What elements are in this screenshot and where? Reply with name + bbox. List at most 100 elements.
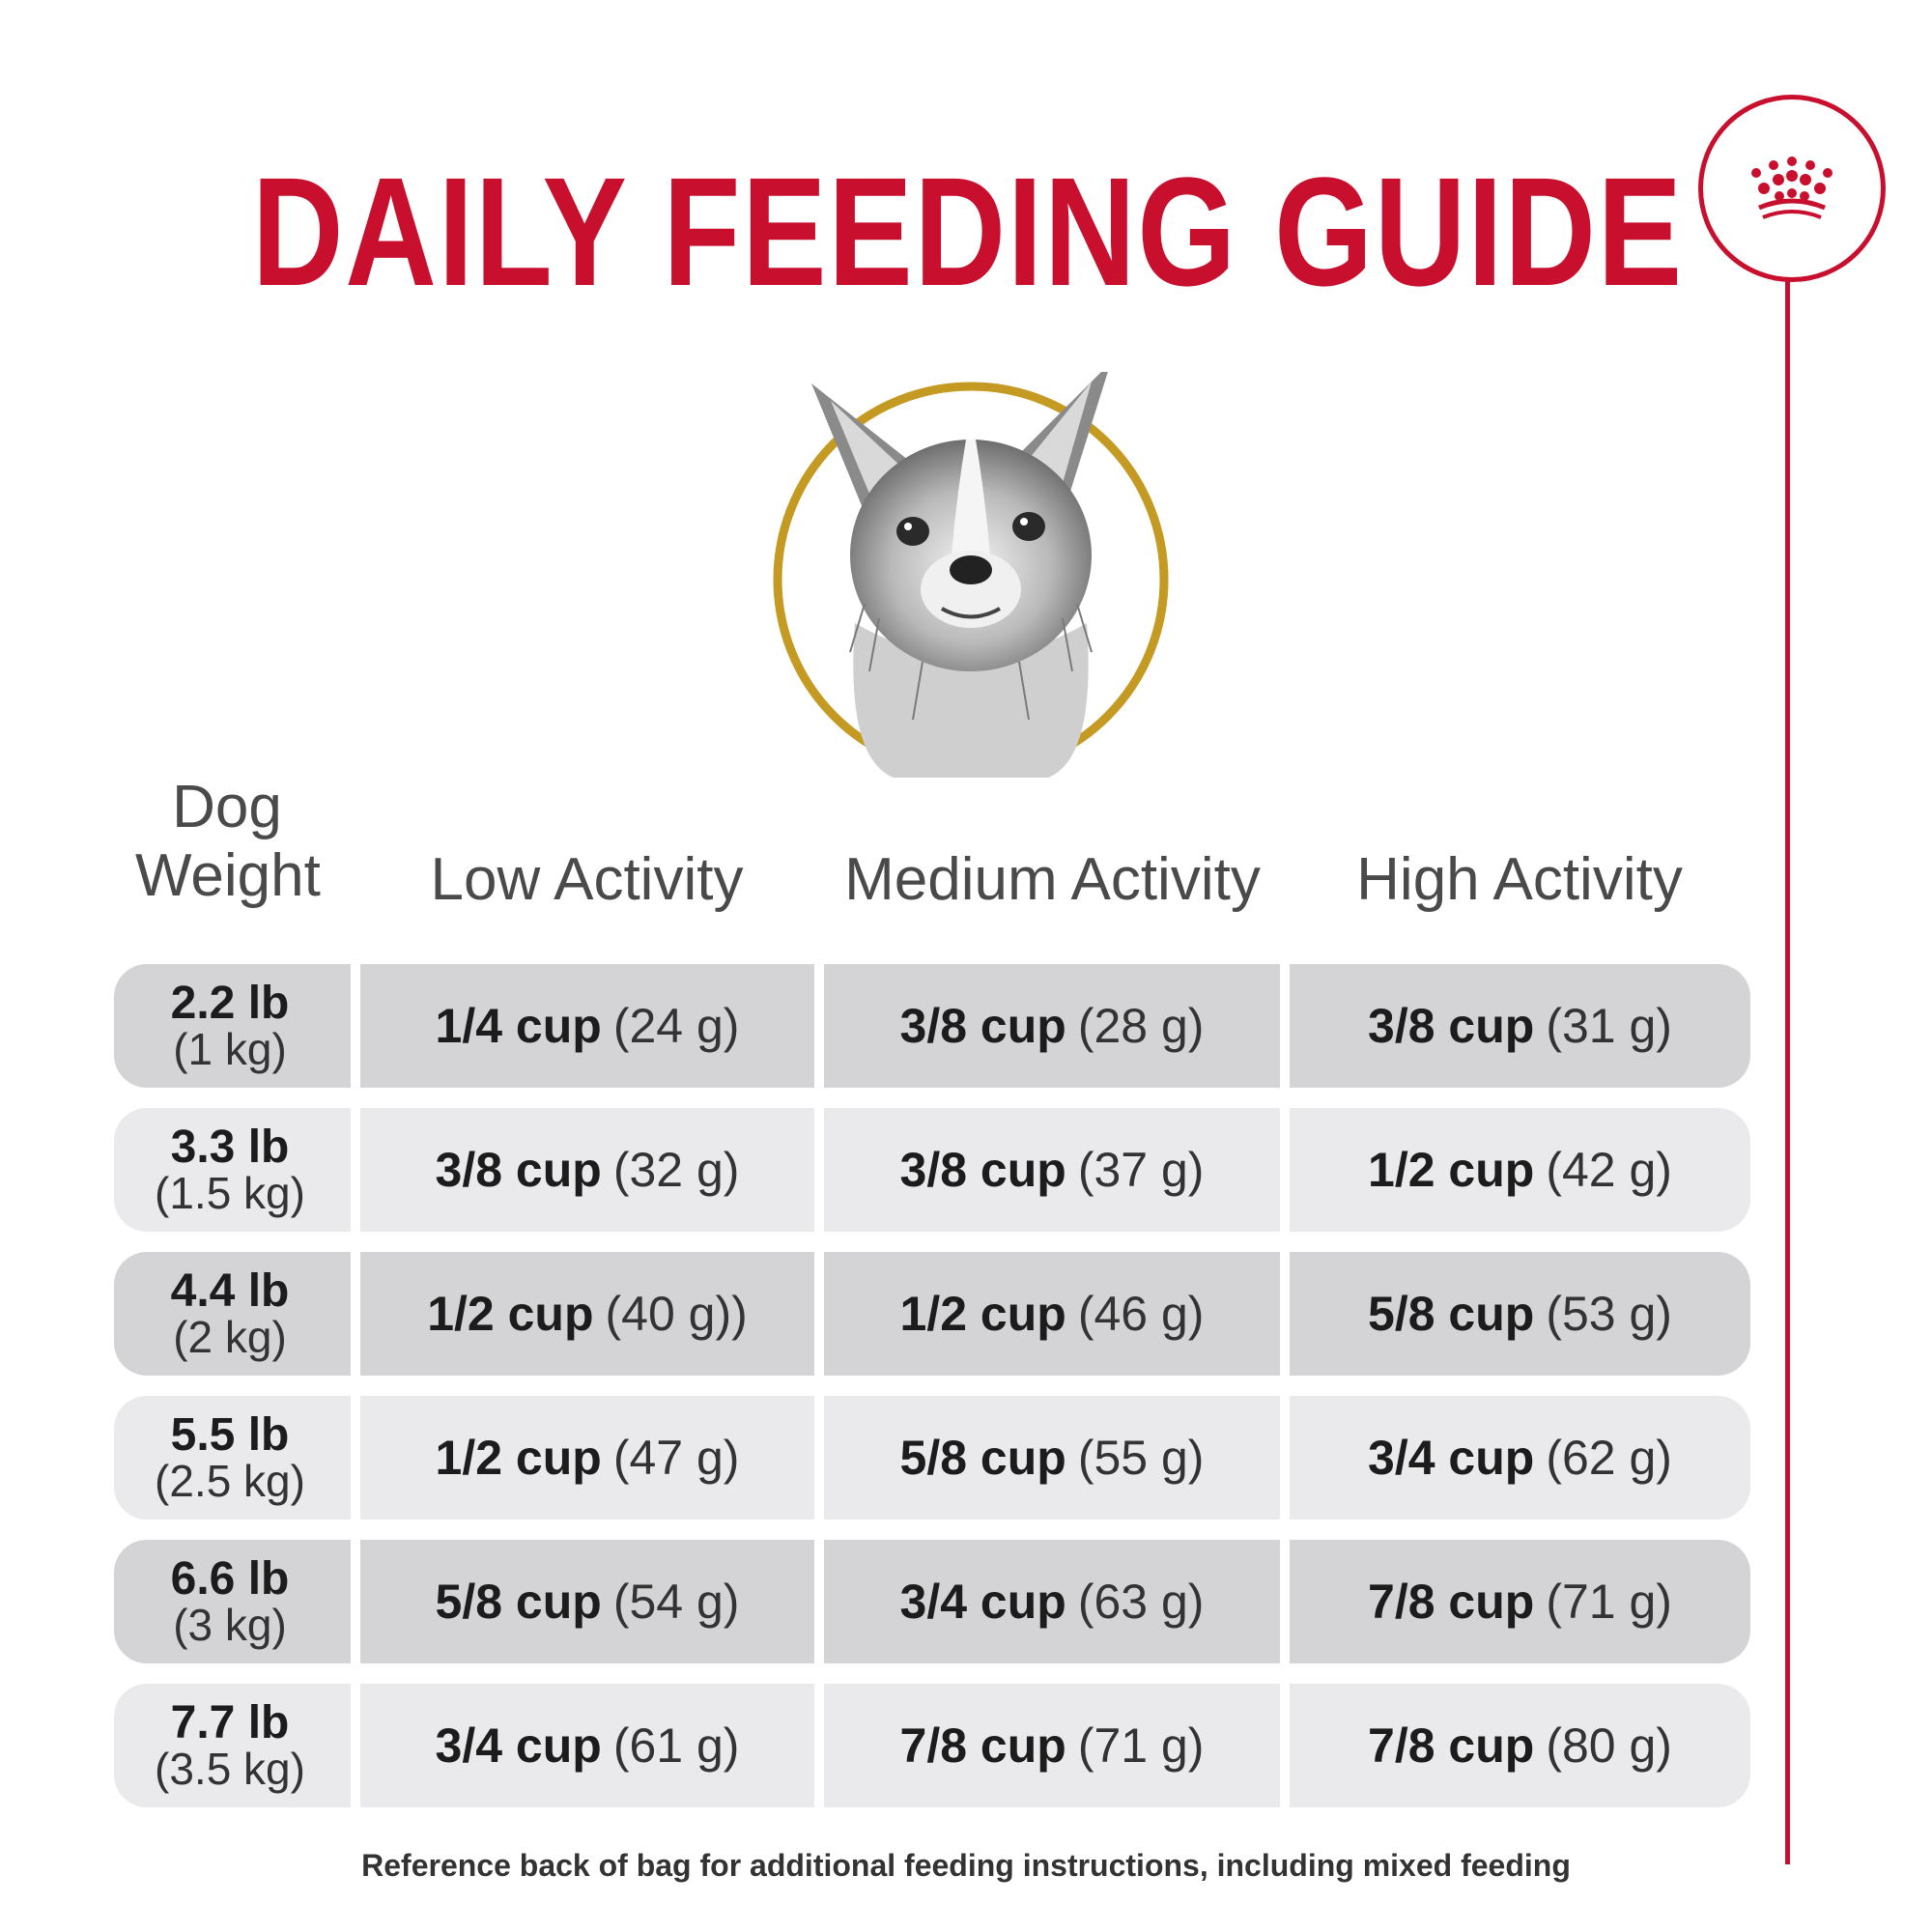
weight-kg: (3.5 kg) <box>155 1744 305 1794</box>
gram-amount: (53 g) <box>1546 1287 1672 1341</box>
gram-amount: (54 g) <box>612 1575 740 1629</box>
gram-amount: (24 g) <box>612 999 740 1053</box>
weight-kg: (3 kg) <box>173 1600 287 1650</box>
medium-activity-cell: 1/2 cup (46 g) <box>824 1252 1280 1376</box>
high-activity-cell: 1/2 cup (42 g) <box>1290 1108 1750 1232</box>
column-divider <box>1280 964 1290 1088</box>
page-title: DAILY FEEDING GUIDE <box>251 145 1684 318</box>
column-divider <box>351 1108 360 1232</box>
weight-lb: 7.7 lb <box>170 1697 290 1748</box>
cup-amount: 1/2 cup <box>1368 1143 1535 1197</box>
gram-amount: (46 g) <box>1077 1287 1205 1341</box>
column-divider <box>1280 1252 1290 1376</box>
medium-activity-cell: 3/8 cup (37 g) <box>824 1108 1280 1232</box>
gram-amount: (71 g) <box>1546 1575 1672 1629</box>
weight-lb: 4.4 lb <box>170 1265 290 1317</box>
cup-amount: 3/8 cup <box>899 1143 1066 1197</box>
column-divider <box>351 964 360 1088</box>
gram-amount: (37 g) <box>1077 1143 1205 1197</box>
table-row: 3.3 lb (1.5 kg) 3/8 cup (32 g) 3/8 cup (… <box>114 1108 1750 1232</box>
header-weight-line2: Weight <box>135 842 321 910</box>
weight-kg: (2 kg) <box>173 1312 287 1362</box>
column-divider <box>1280 1684 1290 1807</box>
weight-cell: 3.3 lb (1.5 kg) <box>114 1108 346 1232</box>
column-divider <box>814 1540 824 1663</box>
column-divider <box>814 964 824 1088</box>
cup-amount: 1/2 cup <box>899 1287 1066 1341</box>
gram-amount: (31 g) <box>1546 999 1672 1053</box>
header-high-activity: High Activity <box>1356 846 1683 913</box>
column-divider <box>1280 1396 1290 1520</box>
low-activity-cell: 1/4 cup (24 g) <box>360 964 814 1088</box>
cup-amount: 7/8 cup <box>1368 1719 1535 1773</box>
column-divider <box>351 1252 360 1376</box>
medium-activity-cell: 7/8 cup (71 g) <box>824 1684 1280 1807</box>
column-divider <box>814 1252 824 1376</box>
column-divider <box>1280 1540 1290 1663</box>
cup-amount: 1/2 cup <box>427 1287 594 1341</box>
low-activity-cell: 1/2 cup (40 g)) <box>360 1252 814 1376</box>
table-row: 5.5 lb (2.5 kg) 1/2 cup (47 g) 5/8 cup (… <box>114 1396 1750 1520</box>
medium-activity-cell: 5/8 cup (55 g) <box>824 1396 1280 1520</box>
gram-amount: (28 g) <box>1077 999 1205 1053</box>
header-weight-line1: Dog <box>172 774 282 840</box>
medium-activity-cell: 3/4 cup (63 g) <box>824 1540 1280 1663</box>
column-divider <box>351 1396 360 1520</box>
gram-amount: (47 g) <box>612 1431 740 1485</box>
gram-amount: (62 g) <box>1546 1431 1672 1485</box>
chihuahua-dog-illustration <box>773 362 1169 778</box>
gram-amount: (61 g) <box>612 1719 740 1773</box>
column-divider <box>1280 1108 1290 1232</box>
table-row: 4.4 lb (2 kg) 1/2 cup (40 g)) 1/2 cup (4… <box>114 1252 1750 1376</box>
high-activity-cell: 3/8 cup (31 g) <box>1290 964 1750 1088</box>
cup-amount: 5/8 cup <box>1368 1287 1535 1341</box>
cup-amount: 3/4 cup <box>899 1575 1066 1629</box>
column-divider <box>351 1540 360 1663</box>
weight-lb: 6.6 lb <box>170 1553 290 1605</box>
column-divider <box>351 1684 360 1807</box>
gram-amount: (42 g) <box>1546 1143 1672 1197</box>
high-activity-cell: 7/8 cup (80 g) <box>1290 1684 1750 1807</box>
column-divider <box>814 1396 824 1520</box>
gram-amount: (55 g) <box>1077 1431 1205 1485</box>
low-activity-cell: 3/4 cup (61 g) <box>360 1684 814 1807</box>
cup-amount: 3/4 cup <box>1368 1431 1535 1485</box>
weight-cell: 6.6 lb (3 kg) <box>114 1540 346 1663</box>
weight-kg: (2.5 kg) <box>155 1456 305 1506</box>
low-activity-cell: 5/8 cup (54 g) <box>360 1540 814 1663</box>
cup-amount: 3/8 cup <box>435 1143 602 1197</box>
header-medium-activity: Medium Activity <box>844 846 1261 913</box>
table-row: 2.2 lb (1 kg) 1/4 cup (24 g) 3/8 cup (28… <box>114 964 1750 1088</box>
weight-cell: 2.2 lb (1 kg) <box>114 964 346 1088</box>
medium-activity-cell: 3/8 cup (28 g) <box>824 964 1280 1088</box>
weight-lb: 3.3 lb <box>170 1122 290 1173</box>
cup-amount: 3/4 cup <box>435 1719 602 1773</box>
weight-cell: 4.4 lb (2 kg) <box>114 1252 346 1376</box>
low-activity-cell: 1/2 cup (47 g) <box>360 1396 814 1520</box>
cup-amount: 5/8 cup <box>899 1431 1066 1485</box>
gram-amount: (63 g) <box>1077 1575 1205 1629</box>
gram-amount: (40 g)) <box>605 1287 748 1341</box>
crown-icon <box>1751 156 1833 219</box>
weight-cell: 7.7 lb (3.5 kg) <box>114 1684 346 1807</box>
cup-amount: 7/8 cup <box>1368 1575 1535 1629</box>
weight-kg: (1.5 kg) <box>155 1168 305 1218</box>
weight-lb: 5.5 lb <box>170 1409 290 1461</box>
gram-amount: (32 g) <box>612 1143 740 1197</box>
weight-lb: 2.2 lb <box>170 978 290 1029</box>
brand-logo <box>1698 95 1886 282</box>
gram-amount: (80 g) <box>1546 1719 1672 1773</box>
column-divider <box>814 1108 824 1232</box>
high-activity-cell: 7/8 cup (71 g) <box>1290 1540 1750 1663</box>
cup-amount: 3/8 cup <box>1368 999 1535 1053</box>
cup-amount: 1/2 cup <box>435 1431 602 1485</box>
weight-kg: (1 kg) <box>173 1024 287 1074</box>
cup-amount: 1/4 cup <box>435 999 602 1053</box>
cup-amount: 3/8 cup <box>899 999 1066 1053</box>
dog-portrait <box>768 362 1174 778</box>
header-dog-weight: Dog Weight <box>135 773 321 911</box>
table-row: 6.6 lb (3 kg) 5/8 cup (54 g) 3/4 cup (63… <box>114 1540 1750 1663</box>
high-activity-cell: 3/4 cup (62 g) <box>1290 1396 1750 1520</box>
column-divider <box>814 1684 824 1807</box>
header-low-activity: Low Activity <box>430 846 744 913</box>
